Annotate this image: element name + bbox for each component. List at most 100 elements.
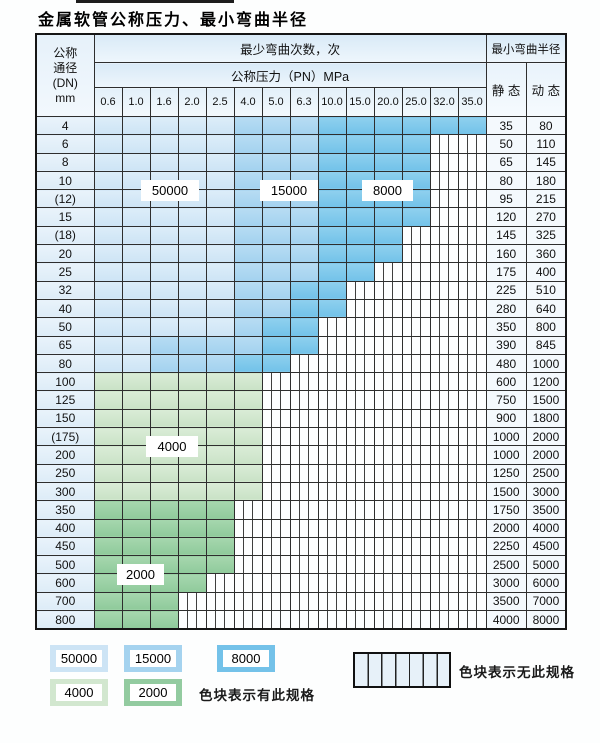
- dynamic-radius-cell: 360: [525, 244, 567, 264]
- table-row: (175) 1000 2000: [35, 427, 567, 447]
- table-row: 150 900 1800: [35, 408, 567, 429]
- no-spec-cell: [429, 262, 459, 282]
- spec-cell-50000: [121, 115, 151, 136]
- no-spec-cell: [233, 591, 263, 612]
- no-spec-cell: [457, 244, 487, 264]
- spec-cell-50000: [205, 189, 235, 209]
- spec-cell-8000: [345, 225, 375, 246]
- spec-cell-8000: [317, 280, 347, 300]
- spec-cell-8000: [345, 152, 375, 172]
- spec-cell-4000: [121, 390, 151, 410]
- static-radius-cell: 600: [485, 372, 527, 392]
- dn-cell: 20: [35, 244, 95, 264]
- spec-cell-50000: [121, 207, 151, 227]
- spec-cell-15000: [289, 115, 319, 136]
- no-spec-cell: [457, 170, 487, 191]
- no-spec-cell: [401, 262, 431, 282]
- spec-cell-15000: [177, 353, 207, 374]
- dynamic-radius-cell: 7000: [525, 591, 567, 612]
- no-spec-cell: [457, 225, 487, 246]
- spec-cell-8000: [457, 115, 487, 136]
- static-radius-cell: 120: [485, 207, 527, 227]
- spec-cell-2000: [121, 536, 151, 557]
- spec-cell-50000: [149, 280, 179, 300]
- spec-cell-50000: [121, 152, 151, 172]
- spec-cell-8000: [289, 298, 319, 319]
- spec-cell-15000: [233, 189, 263, 209]
- spec-cell-4000: [233, 427, 263, 447]
- legend-swatch-50000: 50000: [50, 645, 108, 672]
- no-spec-cell: [261, 573, 291, 593]
- no-spec-cell: [289, 445, 319, 465]
- no-spec-cell: [289, 427, 319, 447]
- spec-cell-50000: [149, 298, 179, 319]
- dynamic-radius-cell: 1800: [525, 408, 567, 429]
- no-spec-cell: [429, 536, 459, 557]
- spec-cell-8000: [373, 152, 403, 172]
- pressure-values-row: 0.6 1.0 1.6 2.0 2.5 4.0 5.0 6.3 10.0 15.0 20.0 25.0…: [36, 87, 566, 117]
- dn-cell: 8: [35, 152, 95, 172]
- legend-swatch-4000: 4000: [50, 679, 108, 706]
- spec-cell-15000: [233, 298, 263, 319]
- pressure-column-header: 35.0: [457, 87, 487, 117]
- no-spec-cell: [401, 445, 431, 465]
- spec-cell-50000: [121, 280, 151, 300]
- spec-cell-50000: [149, 225, 179, 246]
- spec-cell-4000: [121, 372, 151, 392]
- no-spec-cell: [261, 427, 291, 447]
- no-spec-cell: [457, 353, 487, 374]
- spec-cell-8000: [317, 115, 347, 136]
- spec-cell-15000: [233, 262, 263, 282]
- spec-cell-50000: [93, 152, 123, 172]
- no-spec-cell: [373, 481, 403, 502]
- spec-cell-2000: [177, 555, 207, 575]
- no-spec-cell: [401, 591, 431, 612]
- legend-no-spec-swatch: [353, 652, 451, 688]
- no-spec-cell: [429, 372, 459, 392]
- pressure-column-header: 6.3: [289, 87, 319, 117]
- table-row: 40 280 640: [35, 298, 567, 319]
- no-spec-cell: [401, 500, 431, 520]
- spec-cell-15000: [149, 353, 179, 374]
- table-row: 8 65 145: [35, 152, 567, 172]
- no-spec-cell: [317, 463, 347, 483]
- no-spec-cell: [317, 445, 347, 465]
- spec-cell-8000: [401, 134, 431, 154]
- no-spec-cell: [289, 390, 319, 410]
- no-spec-cell: [429, 298, 459, 319]
- no-spec-cell: [429, 408, 459, 429]
- no-spec-cell: [289, 555, 319, 575]
- no-spec-cell: [429, 189, 459, 209]
- spec-cell-8000: [401, 207, 431, 227]
- spec-cell-2000: [177, 573, 207, 593]
- spec-cell-4000: [233, 463, 263, 483]
- dynamic-radius-cell: 2000: [525, 427, 567, 447]
- static-radius-cell: 65: [485, 152, 527, 172]
- spec-cell-15000: [149, 335, 179, 355]
- table-row: 600 3000 6000: [35, 573, 567, 593]
- dynamic-radius-cell: 215: [525, 189, 567, 209]
- spec-cell-15000: [261, 207, 291, 227]
- spec-cell-50000: [177, 280, 207, 300]
- dynamic-radius-cell: 845: [525, 335, 567, 355]
- dn-cell: 100: [35, 372, 95, 392]
- spec-cell-15000: [177, 335, 207, 355]
- no-spec-cell: [401, 463, 431, 483]
- no-spec-cell: [429, 610, 459, 630]
- no-spec-cell: [205, 610, 235, 630]
- spec-cell-50000: [93, 225, 123, 246]
- no-spec-cell: [457, 262, 487, 282]
- no-spec-cell: [373, 536, 403, 557]
- spec-cell-15000: [261, 152, 291, 172]
- spec-cell-8000: [345, 262, 375, 282]
- no-spec-cell: [457, 280, 487, 300]
- spec-cell-50000: [149, 152, 179, 172]
- no-spec-cell: [373, 298, 403, 319]
- spec-cell-50000: [121, 134, 151, 154]
- no-spec-cell: [457, 390, 487, 410]
- no-spec-cell: [401, 481, 431, 502]
- spec-cell-50000: [177, 262, 207, 282]
- table-row: 80 480 1000: [35, 353, 567, 374]
- table-row: 800 4000 8000: [35, 610, 567, 630]
